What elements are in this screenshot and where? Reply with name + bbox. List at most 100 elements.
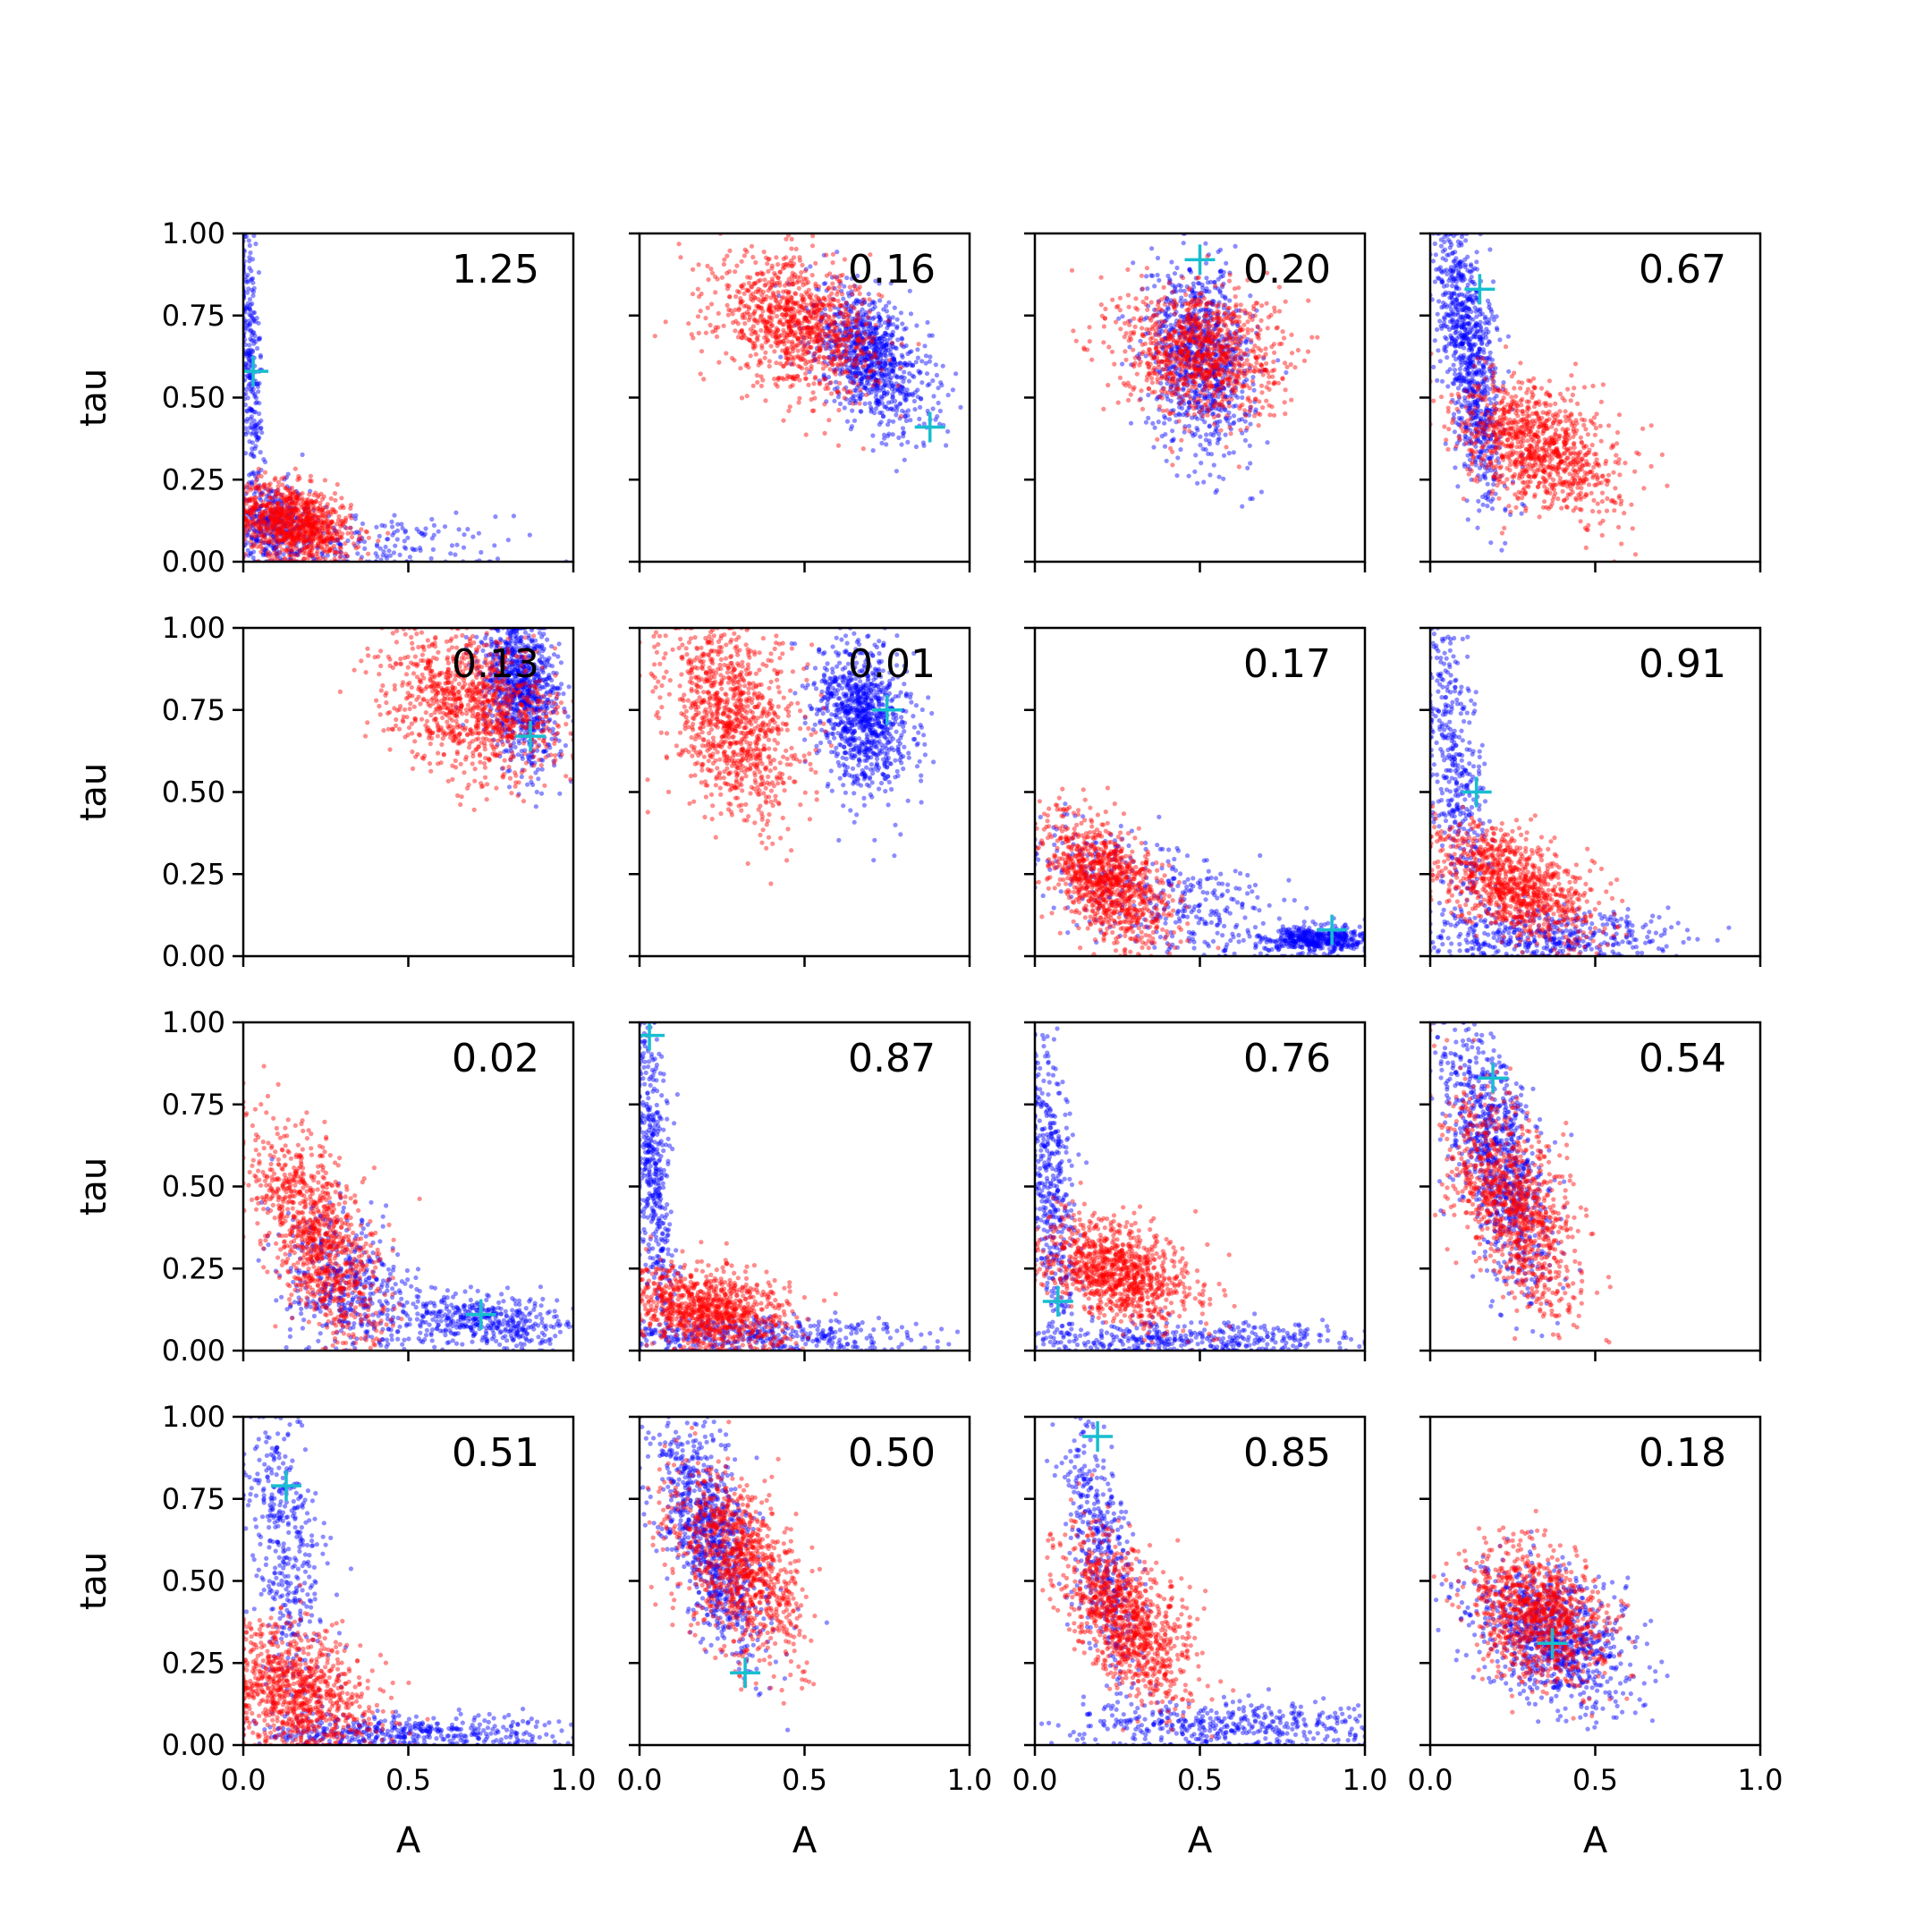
blue-point — [825, 326, 831, 331]
red-point — [273, 511, 278, 517]
blue-point — [860, 322, 866, 327]
red-point — [792, 377, 799, 382]
red-point — [294, 501, 300, 506]
blue-point — [933, 417, 938, 422]
red-point — [804, 318, 809, 323]
y-tick-label: 0.75 — [162, 299, 225, 333]
blue-point — [267, 487, 273, 494]
blue-point — [858, 315, 863, 320]
red-point — [853, 374, 859, 379]
red-point — [762, 283, 767, 288]
red-point — [247, 525, 253, 530]
red-point — [898, 413, 904, 419]
blue-point — [1221, 453, 1227, 458]
red-point — [268, 501, 274, 506]
red-point — [845, 336, 851, 342]
red-point — [801, 300, 806, 305]
red-point — [831, 369, 837, 375]
blue-point — [860, 373, 866, 378]
red-point — [786, 325, 792, 330]
red-point — [277, 492, 283, 497]
red-point — [774, 307, 780, 312]
blue-point — [252, 392, 258, 397]
blue-point — [243, 432, 249, 437]
red-point — [265, 511, 270, 517]
red-point — [272, 525, 278, 530]
blue-point — [1245, 465, 1250, 470]
red-point — [246, 496, 251, 503]
red-point — [797, 255, 802, 260]
red-point — [872, 352, 877, 358]
blue-point — [806, 325, 811, 330]
blue-point — [863, 346, 869, 352]
red-point — [322, 538, 327, 543]
red-point — [731, 320, 736, 326]
blue-point — [852, 340, 858, 345]
blue-point — [886, 314, 891, 319]
blue-point — [275, 554, 280, 559]
red-point — [266, 539, 272, 545]
red-point — [768, 323, 775, 329]
blue-point — [867, 334, 872, 339]
blue-point — [884, 367, 889, 373]
red-point — [302, 517, 308, 523]
red-point — [781, 327, 786, 333]
red-point — [318, 504, 323, 510]
blue-point — [892, 305, 897, 310]
red-point — [330, 536, 335, 541]
blue-point — [256, 336, 261, 342]
blue-point — [250, 330, 256, 335]
red-point — [286, 509, 292, 514]
red-point — [278, 538, 284, 543]
blue-point — [252, 505, 258, 512]
blue-point — [903, 418, 910, 424]
blue-point — [801, 335, 807, 341]
blue-point — [251, 453, 257, 460]
blue-point — [301, 544, 307, 549]
red-point — [713, 325, 718, 330]
blue-point — [842, 349, 847, 354]
red-point — [797, 310, 802, 316]
red-point — [785, 299, 792, 304]
red-point — [748, 275, 753, 280]
red-point — [836, 284, 843, 290]
blue-point — [852, 394, 857, 399]
blue-point — [854, 344, 860, 350]
blue-point — [869, 342, 874, 347]
red-point — [335, 531, 340, 537]
red-point — [772, 281, 777, 286]
red-point — [301, 556, 307, 562]
blue-point — [1200, 285, 1206, 291]
blue-point — [247, 297, 253, 302]
blue-point — [828, 343, 834, 349]
red-point — [267, 495, 273, 501]
blue-point — [256, 525, 261, 530]
red-point — [789, 258, 794, 263]
red-point — [1140, 350, 1146, 355]
blue-point — [866, 367, 871, 372]
blue-point — [252, 410, 258, 415]
red-point — [855, 336, 861, 342]
blue-point — [246, 286, 251, 292]
red-point — [807, 335, 812, 340]
red-point — [818, 345, 824, 351]
red-point — [787, 333, 792, 338]
blue-point — [844, 333, 850, 338]
red-point — [257, 488, 262, 494]
red-point — [1195, 275, 1200, 281]
blue-point — [325, 553, 330, 558]
red-point — [298, 538, 303, 544]
blue-point — [831, 352, 836, 358]
red-point — [263, 522, 268, 528]
blue-point — [885, 326, 890, 331]
blue-point — [843, 355, 850, 360]
red-point — [760, 271, 766, 276]
blue-point — [850, 292, 855, 297]
blue-point — [911, 362, 916, 368]
blue-point — [831, 321, 836, 326]
blue-point — [258, 354, 263, 360]
blue-point — [878, 352, 884, 357]
red-point — [842, 314, 847, 319]
blue-point — [243, 515, 249, 521]
blue-point — [864, 379, 870, 385]
